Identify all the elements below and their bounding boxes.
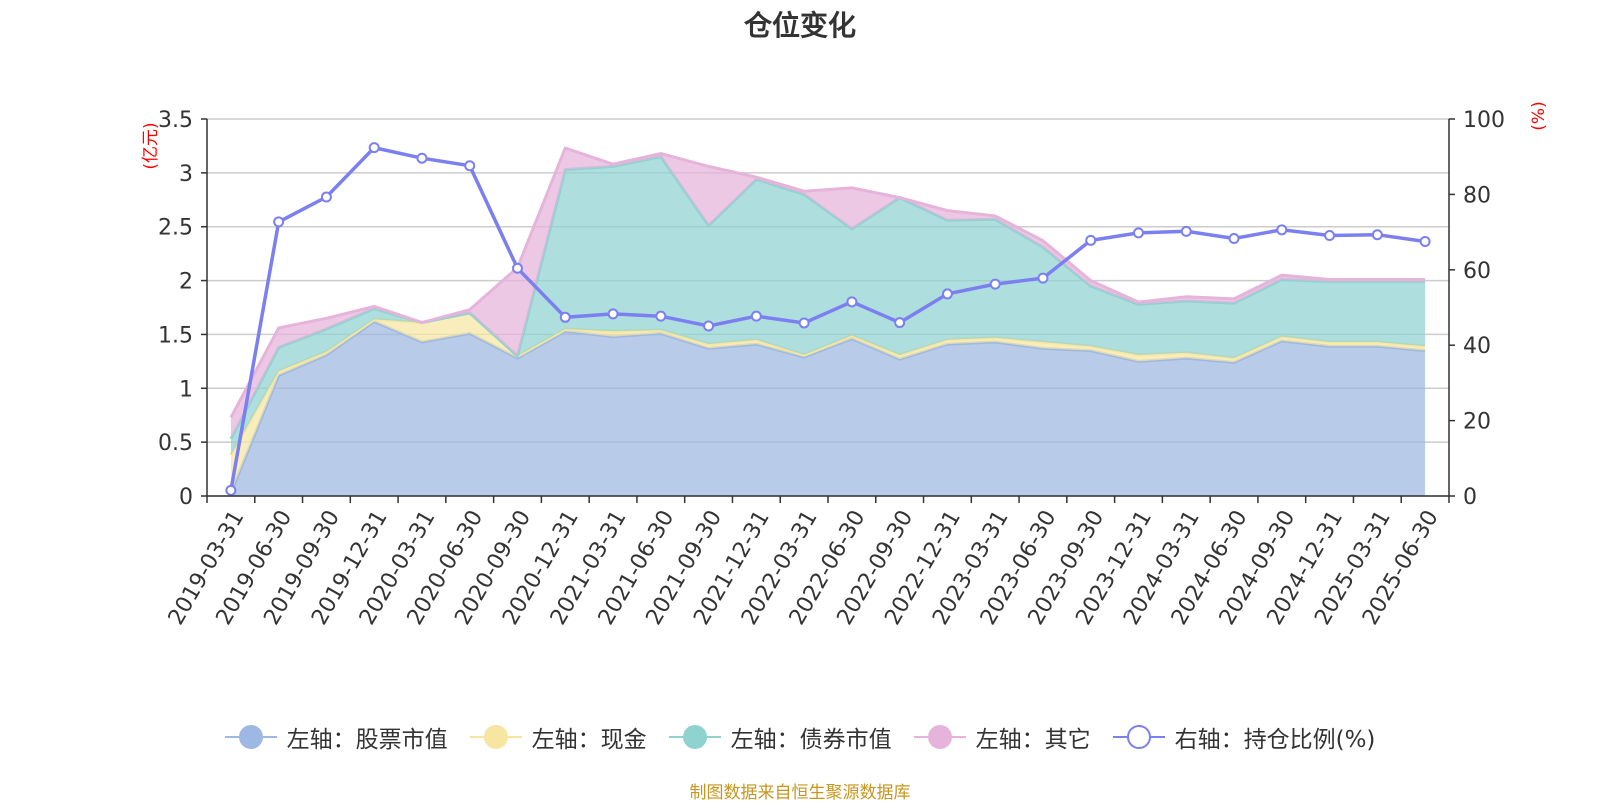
ratio-point (1037, 272, 1049, 284)
ratio-point (225, 484, 237, 496)
legend-item-ratio[interactable]: 右轴：持仓比例(%) (1112, 720, 1376, 754)
legend-ratio-icon (1112, 725, 1165, 749)
ratio-point (941, 288, 953, 300)
legend-item-other[interactable]: 左轴：其它 (913, 720, 1091, 754)
right-tick-label: 20 (1463, 410, 1491, 435)
ratio-point (1133, 227, 1144, 239)
ratio-point (1276, 224, 1288, 236)
area-other (230, 148, 1426, 439)
ratio-point (1324, 229, 1336, 241)
ratio-point (1419, 236, 1431, 248)
legend-label: 左轴：债券市值 (730, 727, 892, 753)
ratio-point (1180, 225, 1192, 237)
legend-label: 左轴：现金 (531, 727, 647, 753)
left-tick-label: 2 (179, 270, 193, 295)
ratio-point (703, 320, 715, 332)
ratio-line (229, 145, 1426, 491)
chart-title: 仓位变化 (743, 9, 856, 42)
ratio-point (1371, 229, 1383, 241)
ratio-point (1228, 233, 1240, 245)
legend-label: 左轴：其它 (975, 727, 1091, 753)
legend-stock-icon (224, 725, 277, 749)
left-tick-label: 2.5 (158, 216, 193, 241)
right-axis-unit-label: (%) (1529, 101, 1549, 130)
ratio-point (368, 142, 380, 154)
left-tick-label: 0.5 (158, 431, 193, 456)
legend-cash-icon (469, 725, 522, 749)
right-tick-label: 60 (1463, 259, 1491, 284)
left-tick-label: 0 (179, 485, 193, 510)
ratio-point (1085, 234, 1097, 246)
area-bond (230, 156, 1426, 456)
ratio-point (989, 278, 1001, 290)
area-series (229, 146, 1426, 496)
ratio-point (846, 296, 858, 308)
ratio-line-series (225, 142, 1431, 496)
left-axis-unit-label: (亿元) (141, 122, 161, 169)
right-tick-label: 100 (1463, 108, 1505, 133)
ratio-point (273, 216, 285, 228)
ratio-point (894, 317, 906, 329)
left-tick-label: 3.5 (158, 108, 193, 133)
legend-item-stock[interactable]: 左轴：股票市值 (224, 720, 448, 754)
legend-item-bond[interactable]: 左轴：债券市值 (668, 720, 892, 754)
ratio-point (607, 308, 619, 320)
ratio-point (320, 191, 332, 203)
ratio-point (416, 152, 428, 164)
legend: 左轴：股票市值 左轴：现金 左轴：债券市值 左轴：其它 右轴：持仓比例(%) (0, 720, 1600, 754)
ratio-point (750, 310, 762, 322)
right-tick-label: 0 (1463, 485, 1477, 510)
left-tick-label: 1.5 (158, 323, 193, 348)
right-tick-label: 40 (1463, 334, 1491, 359)
ratio-point (464, 160, 476, 172)
legend-label: 右轴：持仓比例(%) (1174, 727, 1376, 753)
legend-other-icon (913, 725, 966, 749)
right-tick-label: 80 (1463, 183, 1491, 208)
area-cash (230, 312, 1426, 493)
ratio-point (798, 317, 810, 329)
source-note: 制图数据来自恒生聚源数据库 (689, 783, 911, 803)
area-other-edge (229, 146, 1426, 419)
left-tick-label: 3 (179, 162, 193, 187)
area-stock (230, 321, 1426, 496)
ratio-point (512, 262, 523, 274)
legend-bond-icon (668, 725, 721, 749)
legend-label: 左轴：股票市值 (286, 727, 448, 753)
ratio-point (559, 311, 571, 323)
left-tick-label: 1 (179, 377, 193, 402)
ratio-point (655, 310, 667, 322)
legend-item-cash[interactable]: 左轴：现金 (469, 720, 647, 754)
